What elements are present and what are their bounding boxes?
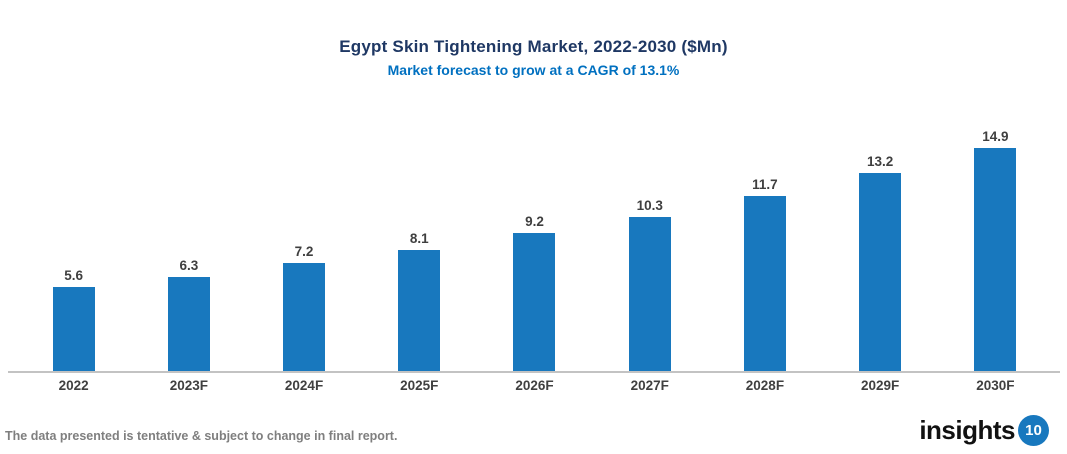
x-axis-tick-label: 2027F	[630, 378, 669, 393]
bar-column: 10.3	[592, 197, 707, 371]
x-axis-labels: 2022 2023F 2024F 2025F 2026F 2027F 2028F 2029F 2…	[16, 373, 1053, 393]
bar-value-label: 10.3	[636, 197, 663, 213]
bar-value-label: 7.2	[294, 244, 314, 259]
bar-column: 9.2	[477, 214, 592, 371]
bar-value-label: 5.6	[64, 268, 83, 283]
bar-value-label: 14.9	[982, 128, 1009, 144]
bar-plot: 5.6 6.3 7.2 8.1 9.2 10.3 11.7 13.2 14.9	[16, 80, 1053, 371]
x-axis-tick-label: 2024F	[284, 378, 324, 393]
bar-column: 8.1	[362, 230, 477, 371]
bar	[283, 263, 326, 371]
bar-value-label: 8.1	[409, 230, 429, 246]
chart-subtitle: Market forecast to grow at a CAGR of 13.…	[387, 62, 680, 78]
bar-value-label: 6.3	[179, 257, 199, 273]
x-axis-tick-label: 2023F	[169, 378, 208, 393]
insights10-logo: insights 10	[919, 415, 1049, 446]
x-axis-tick-label: 2025F	[400, 378, 439, 393]
bar-column: 7.2	[246, 244, 361, 371]
x-axis-tick-label: 2029F	[861, 378, 900, 393]
bar-column: 11.7	[707, 176, 822, 371]
bar	[743, 195, 786, 371]
bar	[859, 173, 902, 371]
x-axis-tick-label: 2030F	[976, 378, 1015, 393]
bar-value-label: 9.2	[525, 214, 544, 229]
chart-footer: The data presented is tentative & subjec…	[0, 415, 1067, 446]
bar	[398, 249, 441, 371]
chart-title: Egypt Skin Tightening Market, 2022-2030 …	[339, 37, 728, 56]
bar-column: 5.6	[16, 268, 131, 371]
x-axis-tick-label: 2026F	[515, 378, 554, 393]
bar	[628, 216, 671, 371]
x-axis-tick-label: 2028F	[745, 378, 785, 393]
bar	[513, 233, 556, 371]
logo-badge-icon: 10	[1018, 415, 1049, 446]
x-axis-tick-label: 2022	[58, 378, 89, 393]
bar-column: 13.2	[823, 154, 938, 371]
bar-value-label: 13.2	[867, 154, 894, 169]
bar	[167, 276, 210, 371]
bar	[974, 147, 1017, 371]
bar	[52, 287, 95, 371]
logo-text: insights	[919, 415, 1015, 445]
bar-column: 14.9	[938, 128, 1053, 371]
bar-column: 6.3	[131, 257, 246, 371]
bar-value-label: 11.7	[752, 176, 778, 192]
disclaimer-note: The data presented is tentative & subjec…	[5, 429, 398, 443]
chart-header: Egypt Skin Tightening Market, 2022-2030 …	[0, 0, 1067, 80]
x-axis-line	[8, 371, 1060, 373]
